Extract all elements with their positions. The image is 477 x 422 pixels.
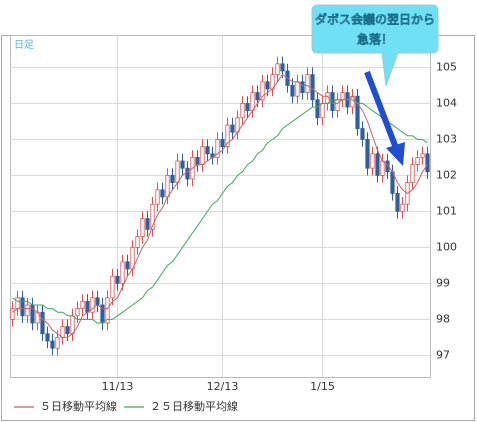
candle-body (160, 189, 165, 198)
candle-body (370, 153, 375, 169)
moving-average-line (12, 99, 428, 324)
candle-body (175, 160, 180, 184)
candle-body (205, 146, 210, 155)
y-tick-label: 100 (436, 240, 457, 253)
moving-average-line (12, 73, 428, 338)
candle-body (15, 297, 20, 309)
candle-body (135, 236, 140, 248)
candle-body (290, 85, 295, 97)
x-tick-label: 11/13 (102, 380, 134, 393)
period-label: 日足 (14, 39, 34, 51)
candle-body (45, 333, 50, 342)
candle-body (425, 153, 430, 173)
candle-body (155, 189, 160, 205)
x-tick-label: 1/15 (310, 380, 335, 393)
candle-body (255, 92, 260, 101)
legend-label: ２５日移動平均線 (150, 399, 238, 413)
candle-body (55, 336, 60, 349)
candle-body (355, 95, 360, 129)
candle-body (250, 92, 255, 111)
callout-text: 急落！ (357, 32, 393, 47)
y-tick-label: 103 (436, 132, 457, 145)
candle-body (415, 156, 420, 165)
y-tick-label: 105 (436, 60, 457, 73)
y-tick-label: 97 (436, 348, 450, 361)
y-tick-label: 98 (436, 312, 450, 325)
candle-body (410, 164, 415, 184)
y-tick-label: 104 (436, 96, 457, 109)
candle-body (25, 304, 30, 317)
candle-body (310, 74, 315, 101)
candle-body (200, 146, 205, 166)
candle-body (315, 99, 320, 119)
candle-body (240, 103, 245, 119)
candle-body (110, 275, 115, 299)
arrow-head (386, 142, 405, 166)
candle-body (260, 81, 265, 101)
callout-text: ダボス会議の翌日から (315, 12, 435, 27)
candle-body (275, 63, 280, 75)
candle-body (30, 304, 35, 324)
candle-body (305, 74, 310, 93)
arrow (364, 70, 399, 150)
candle-body (395, 192, 400, 212)
candle-body (185, 167, 190, 180)
candle-body (125, 261, 130, 270)
candle-body (280, 63, 285, 72)
y-tick-label: 101 (436, 204, 457, 217)
candle-body (295, 81, 300, 97)
candle-body (170, 174, 175, 183)
candle-body (320, 103, 325, 119)
candle-body (140, 218, 145, 238)
candle-body (20, 297, 25, 317)
plot: 97 98 99 100 101 102 103 104 105 11/13 12/13 1/15 (10, 35, 457, 393)
candle-body (335, 99, 340, 112)
candle-body (105, 297, 110, 324)
plot-area (10, 35, 431, 378)
candle-body (60, 326, 65, 338)
candle-body (375, 153, 380, 176)
candle-body (145, 218, 150, 230)
candle-body (230, 124, 235, 133)
candle-body (180, 160, 185, 169)
x-tick-label: 12/13 (207, 380, 239, 393)
y-tick-label: 99 (436, 276, 450, 289)
candle-body (50, 340, 55, 349)
chart-frame (1, 35, 475, 421)
candle-body (215, 138, 220, 158)
y-tick-label: 102 (436, 168, 457, 181)
candle-body (120, 261, 125, 284)
callout (311, 4, 439, 87)
legend-label: ５日移動平均線 (40, 399, 117, 413)
candle-body (165, 174, 170, 198)
candle-body (220, 138, 225, 147)
candle-body (340, 92, 345, 101)
candle-body (90, 297, 95, 313)
candle-body (265, 81, 270, 90)
candle-body (360, 128, 365, 140)
candle-body (365, 138, 370, 169)
candle-body (225, 124, 230, 148)
candle-body (75, 308, 80, 317)
candle-body (195, 156, 200, 165)
candle-body (300, 81, 305, 94)
candle-body (70, 315, 75, 335)
candle-body (420, 153, 425, 158)
candle-body (10, 308, 15, 320)
candle-body (380, 160, 385, 176)
candle-body (245, 103, 250, 112)
candle-body (95, 297, 100, 306)
candle-body (115, 275, 120, 284)
candle-body (150, 203, 155, 230)
candle-body (400, 203, 405, 212)
candle-body (80, 300, 85, 309)
candle-body (85, 300, 90, 313)
candle-body (40, 311, 45, 335)
candle-body (65, 326, 70, 335)
